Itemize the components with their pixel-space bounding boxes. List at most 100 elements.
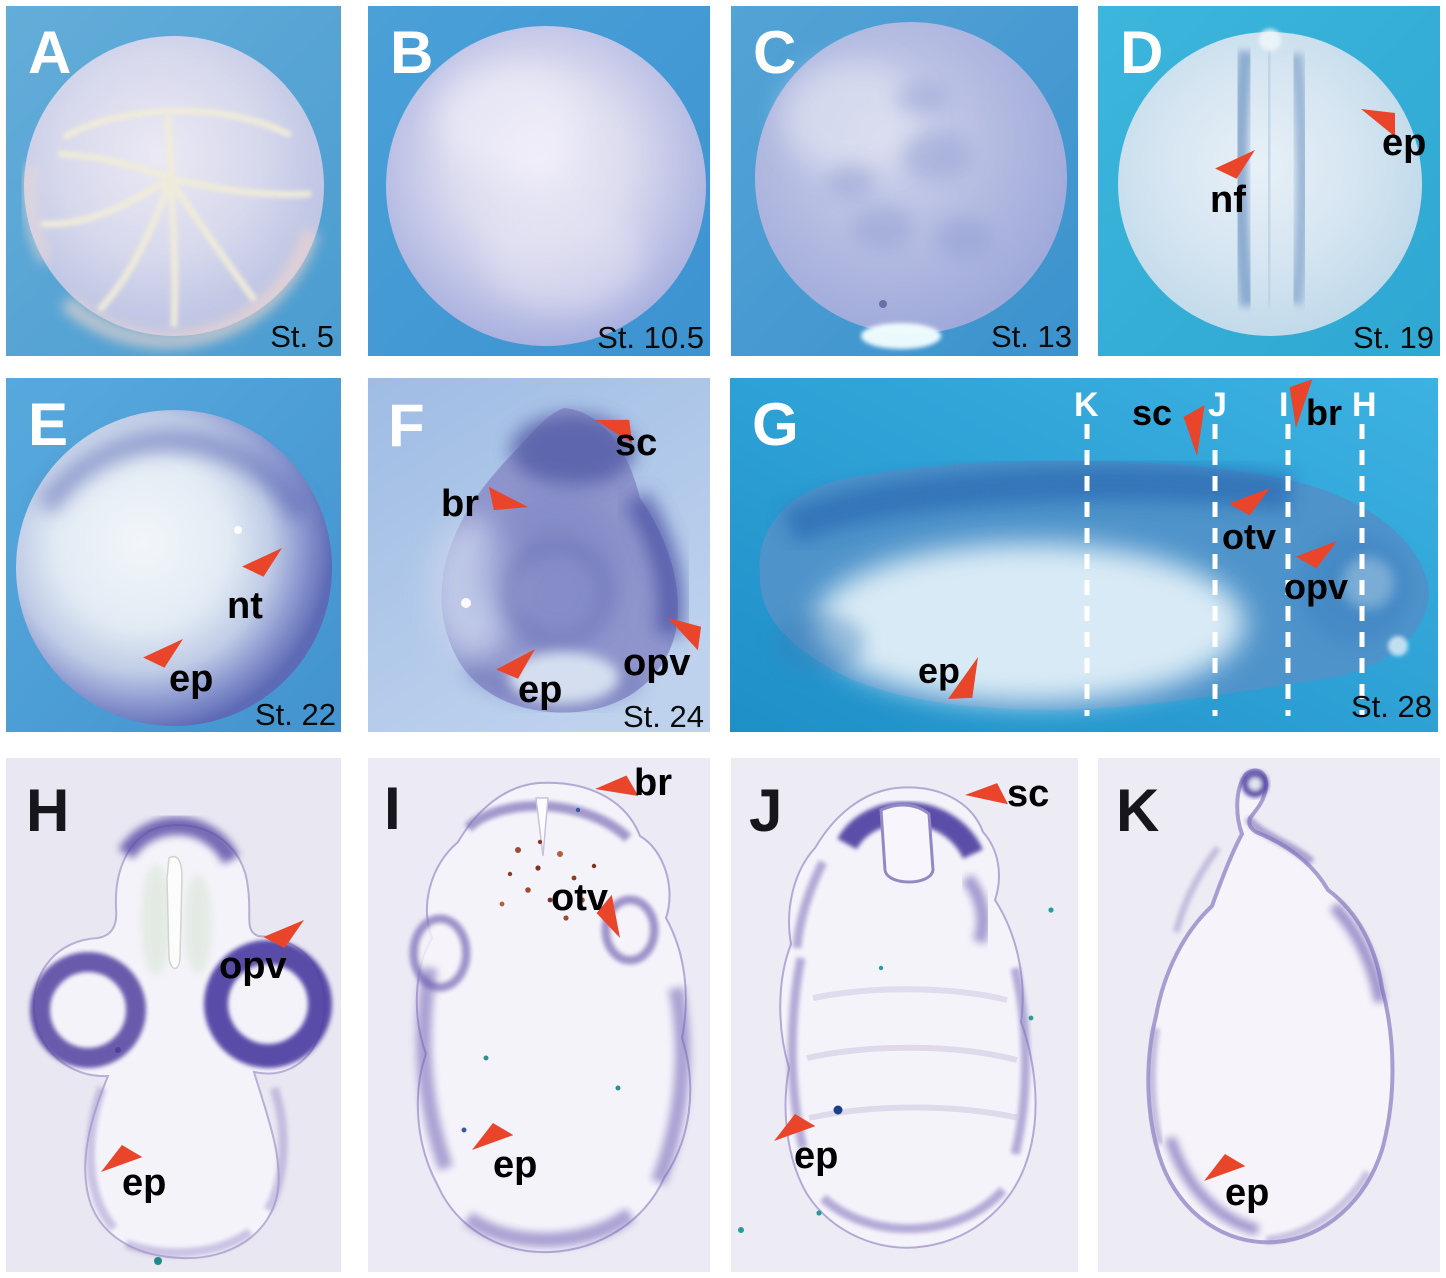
annotation-br: br	[1289, 379, 1342, 433]
ep-light-patch	[509, 652, 619, 704]
neural-tube-tip-stain	[1241, 770, 1269, 798]
arrowhead-icon	[596, 894, 620, 938]
annotation-ep: ep	[1204, 1153, 1269, 1214]
annotation-label-opv: opv	[623, 642, 691, 684]
panel-letter: K	[1116, 777, 1159, 844]
annotation-ep: ep	[774, 1113, 838, 1177]
embryo-tailbud-st22	[16, 410, 332, 726]
epidermis-rim	[85, 1086, 288, 1258]
section-lines: K J I H	[1074, 386, 1377, 716]
arrowhead-icon	[1215, 150, 1255, 179]
panel-I: br otv ep I	[368, 758, 710, 1272]
panel-H: opv ep H	[6, 758, 341, 1272]
annotation-label-ep: ep	[1382, 122, 1426, 164]
panel-G: K J I H sc br otv opv	[730, 378, 1438, 732]
section-line-label-H: H	[1352, 386, 1377, 424]
embryo-tailbud-st24	[428, 408, 685, 713]
panel-letter: D	[1120, 19, 1163, 86]
stage-label: St. 13	[991, 319, 1072, 354]
annotation-nt: nt	[227, 548, 282, 627]
annotation-sc: sc	[1132, 392, 1205, 456]
panel-A: A St. 5	[6, 6, 341, 356]
bottom-highlight	[861, 323, 941, 349]
panel-letter: E	[28, 391, 68, 458]
annotation-label-ep: ep	[169, 658, 213, 700]
arrowhead-icon	[668, 618, 702, 651]
brain-ventricle	[166, 855, 183, 970]
annotation-otv: otv	[551, 877, 620, 938]
trunk-section-posterior	[1146, 768, 1395, 1245]
optic-vesicle-left-stain	[30, 952, 146, 1068]
arrowhead-icon	[472, 1122, 514, 1150]
stage-label: St. 22	[255, 697, 336, 732]
panel-letter: J	[749, 777, 782, 844]
annotation-label-nt: nt	[227, 585, 263, 627]
annotation-label-nf: nf	[1210, 179, 1246, 221]
arrowhead-icon	[1228, 488, 1270, 516]
stage-label: St. 28	[1351, 689, 1432, 724]
somite-ridges	[806, 986, 1020, 1121]
mottling	[827, 82, 991, 258]
arrowhead-icon	[263, 920, 304, 949]
annotation-label-sc: sc	[1132, 392, 1172, 433]
arrowhead-icon	[595, 419, 633, 444]
arrowhead-icon	[595, 775, 639, 797]
section-line-label-I: I	[1279, 386, 1288, 424]
annotation-br: br	[441, 483, 528, 525]
annotation-ep: ep	[472, 1122, 537, 1186]
embryo-neural-plate-stage	[755, 22, 1067, 349]
arrowhead-icon	[488, 486, 528, 511]
panel-C: C St. 13	[731, 6, 1078, 356]
arrowhead-icon	[496, 649, 535, 679]
panel-letter: G	[752, 391, 799, 458]
epidermis-rim	[1147, 845, 1386, 1244]
annotation-label-ep: ep	[918, 650, 960, 691]
annotation-br: br	[595, 762, 672, 804]
annotation-label-br: br	[1306, 392, 1342, 433]
annotation-ep: ep	[496, 649, 562, 711]
arrowhead-icon	[101, 1144, 143, 1172]
section-line-label-K: K	[1074, 386, 1099, 424]
panel-K: ep K	[1098, 758, 1440, 1272]
embryo-gastrula	[386, 26, 706, 346]
otic-vesicle-right	[601, 895, 659, 965]
arrowhead-icon	[1295, 541, 1337, 569]
annotation-label-ep: ep	[493, 1144, 537, 1186]
panel-letter: C	[753, 19, 796, 86]
neural-fold-right	[1289, 53, 1310, 305]
annotation-ep: ep	[143, 639, 213, 700]
panel-B: B St. 10.5	[368, 6, 710, 356]
arrowhead-icon	[774, 1113, 816, 1141]
annotation-label-br: br	[441, 483, 479, 525]
stage-label: St. 10.5	[597, 320, 704, 355]
specks	[738, 907, 1054, 1233]
annotation-label-br: br	[634, 762, 672, 804]
annotation-label-ep: ep	[1225, 1172, 1269, 1214]
neural-canal	[535, 797, 549, 857]
arrowhead-icon	[1183, 405, 1205, 456]
arrowhead-icon	[143, 639, 183, 668]
panel-letter: A	[28, 19, 71, 86]
annotation-ep: ep	[101, 1144, 166, 1204]
arrowhead-icon	[242, 548, 282, 577]
annotation-label-sc: sc	[1007, 773, 1049, 815]
trunk-section-spinal-cord	[738, 786, 1054, 1249]
stage-label: St. 5	[270, 319, 334, 354]
annotation-nf: nf	[1210, 150, 1255, 221]
panel-letter: B	[390, 19, 433, 86]
panel-letter: H	[26, 777, 69, 844]
neural-tube	[879, 803, 935, 884]
panel-F: sc br opv ep F St. 24	[368, 378, 710, 732]
annotation-opv: opv	[623, 618, 702, 684]
annotation-label-otv: otv	[1222, 516, 1276, 557]
optic-vesicle-right-stain	[204, 940, 332, 1068]
annotation-label-ep: ep	[518, 669, 562, 711]
annotation-label-opv: opv	[219, 945, 287, 987]
brain-stain	[118, 816, 240, 865]
trunk-section-otic	[409, 781, 692, 1254]
annotation-label-ep: ep	[794, 1135, 838, 1177]
pigment-speckles	[461, 807, 621, 1133]
panel-letter: F	[388, 392, 425, 459]
dorsal-stain	[781, 465, 1293, 545]
